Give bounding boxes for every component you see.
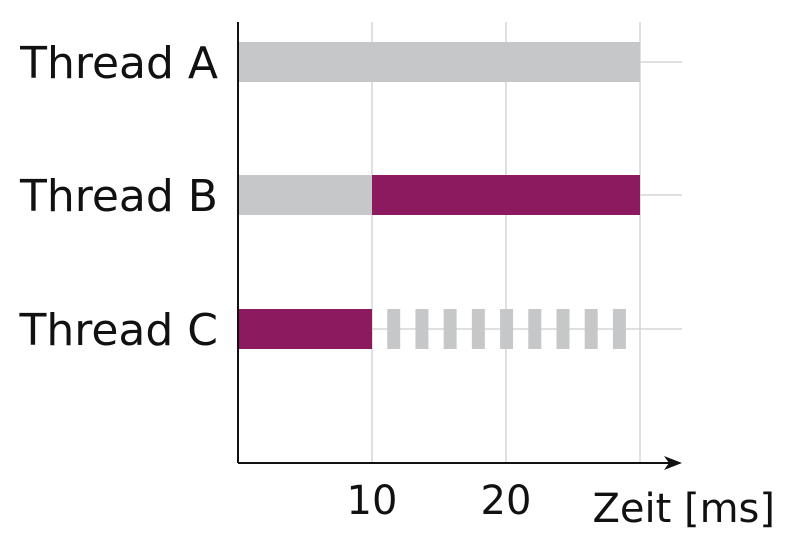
thread-c-dash-4 [471, 309, 485, 349]
thread-c-dash-5 [500, 309, 514, 349]
thread-c-dashed-segment [387, 309, 626, 349]
axes [237, 22, 682, 470]
row-label-thread-c: Thread C [18, 305, 218, 356]
thread-c-dash-3 [443, 309, 457, 349]
thread-c-dash-6 [528, 309, 542, 349]
labels: Zeit [ms] 10 20 Thread A Thread B Thread C [18, 38, 775, 532]
x-tick-label-20: 20 [481, 478, 532, 524]
thread-c-dash-2 [415, 309, 429, 349]
x-axis-label: Zeit [ms] [592, 486, 775, 532]
row-label-thread-b: Thread B [19, 171, 218, 222]
thread-c-bar-active-0-10 [238, 309, 372, 349]
thread-b-bar-active-10-30 [372, 175, 640, 215]
gridlines [238, 22, 682, 463]
thread-b-bar-idle-0-10 [238, 175, 372, 215]
x-axis-arrowhead [664, 456, 682, 470]
x-tick-label-10: 10 [347, 478, 398, 524]
thread-c-dash-7 [556, 309, 570, 349]
thread-c-dash-1 [387, 309, 401, 349]
timeline-bars [238, 42, 640, 349]
row-label-thread-a: Thread A [19, 38, 218, 89]
thread-a-bar-idle-0-30 [238, 42, 640, 82]
thread-c-dash-9 [612, 309, 626, 349]
thread-c-dash-8 [584, 309, 598, 349]
